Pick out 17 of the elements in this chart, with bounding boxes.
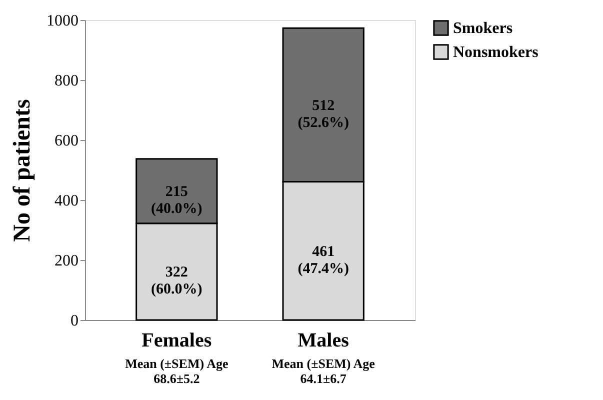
data-label: 215 (40.0%): [151, 184, 202, 218]
legend-label: Smokers: [453, 20, 513, 37]
x-tick-label: Females: [142, 330, 212, 352]
y-tick-label: 800: [54, 72, 78, 90]
y-tick-label: 0: [70, 312, 78, 330]
data-label: 322 (60.0%): [151, 264, 202, 298]
x-tick-label: Males: [298, 330, 350, 352]
legend-label: Nonsmokers: [453, 44, 538, 61]
y-tick-label: 400: [54, 192, 78, 210]
data-label: 512 (52.6%): [298, 98, 349, 131]
text: Mean (±SEM) Age 68.6±5.2: [125, 356, 228, 386]
y-tick-label: 600: [54, 132, 78, 150]
y-tick-label: 200: [54, 252, 78, 270]
data-label: 461 (47.4%): [298, 244, 349, 277]
y-axis-title: No of patients: [10, 99, 36, 242]
text: Mean (±SEM) Age 64.1±6.7: [272, 356, 376, 386]
y-tick-label: 1000: [46, 12, 78, 30]
